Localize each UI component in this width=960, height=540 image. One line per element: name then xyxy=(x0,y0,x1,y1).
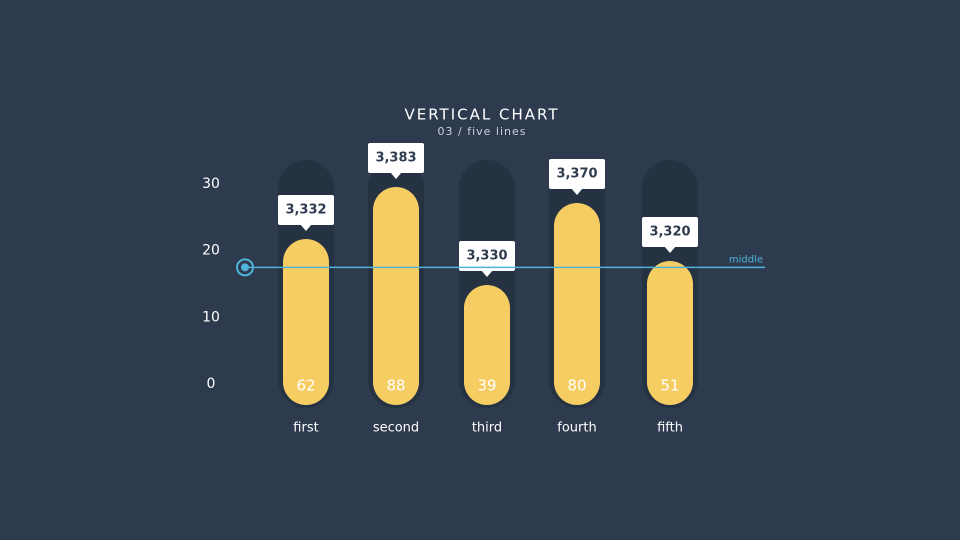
bar xyxy=(283,239,329,405)
callout-pointer xyxy=(300,224,312,231)
x-tick-label: first xyxy=(293,421,318,436)
x-tick-label: fourth xyxy=(557,421,596,436)
callout-pointer xyxy=(481,270,493,277)
callout-label: 3,332 xyxy=(285,203,326,218)
callout-box xyxy=(368,143,424,173)
x-tick-label: second xyxy=(373,421,419,436)
bar-value-label: 62 xyxy=(296,377,315,395)
y-tick-label: 20 xyxy=(202,243,220,259)
chart-subtitle: 03 / five lines xyxy=(438,125,527,138)
x-tick-label: fifth xyxy=(657,421,683,436)
callout-label: 3,370 xyxy=(556,167,597,182)
bar xyxy=(373,187,419,405)
bar xyxy=(647,261,693,405)
chart-title: VERTICAL CHART xyxy=(404,106,559,124)
reference-marker-ring xyxy=(236,258,254,277)
callout-box xyxy=(278,195,334,225)
y-tick-label: 0 xyxy=(207,376,216,392)
y-tick-label: 30 xyxy=(202,176,220,192)
callout-pointer xyxy=(571,188,583,195)
callout-pointer xyxy=(390,172,402,179)
reference-marker-dot xyxy=(241,263,249,272)
x-tick-label: third xyxy=(472,421,502,436)
callout-label: 3,320 xyxy=(649,225,690,240)
reference-label: middle xyxy=(729,254,763,265)
callout-box xyxy=(549,159,605,189)
y-tick-label: 10 xyxy=(202,309,220,325)
callout-label: 3,383 xyxy=(375,151,416,166)
bar-value-label: 51 xyxy=(660,377,679,395)
bar-value-label: 88 xyxy=(386,377,405,395)
callout-box xyxy=(642,217,698,247)
bar xyxy=(554,203,600,405)
callout-pointer xyxy=(664,246,676,253)
callout-label: 3,330 xyxy=(466,249,507,264)
callout-box xyxy=(459,241,515,271)
bar-value-label: 80 xyxy=(567,377,586,395)
bar-value-label: 39 xyxy=(477,377,496,395)
bar xyxy=(464,285,510,405)
